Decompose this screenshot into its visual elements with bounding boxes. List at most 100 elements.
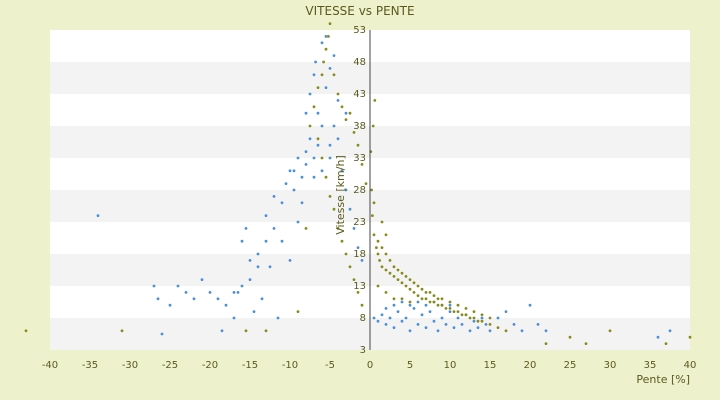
data-point-series-1 bbox=[292, 188, 296, 192]
y-tick-label: 18 bbox=[353, 249, 366, 260]
data-point-series-1 bbox=[316, 143, 320, 147]
data-point-series-1 bbox=[528, 303, 532, 307]
data-point-series-1 bbox=[232, 316, 236, 320]
data-point-series-2 bbox=[360, 163, 364, 166]
data-point-series-2 bbox=[664, 342, 668, 345]
data-point-series-1 bbox=[184, 291, 188, 294]
data-point-series-1 bbox=[436, 329, 440, 333]
chart-title: VITESSE vs PENTE bbox=[305, 4, 414, 18]
data-point-series-2 bbox=[336, 227, 340, 230]
data-point-series-1 bbox=[256, 265, 260, 269]
data-point-series-1 bbox=[248, 278, 252, 281]
data-point-series-2 bbox=[464, 313, 468, 317]
data-point-series-1 bbox=[404, 316, 408, 320]
y-tick-label: 53 bbox=[353, 25, 366, 36]
data-point-series-1 bbox=[280, 239, 284, 243]
data-point-series-2 bbox=[336, 92, 340, 96]
y-tick-label: 8 bbox=[360, 313, 366, 324]
data-point-series-1 bbox=[408, 303, 412, 307]
data-point-series-1 bbox=[336, 99, 340, 102]
data-point-series-2 bbox=[428, 300, 432, 304]
data-point-series-2 bbox=[384, 268, 388, 272]
data-point-series-1 bbox=[372, 316, 376, 320]
data-point-series-2 bbox=[440, 297, 444, 301]
y-tick-label: 48 bbox=[353, 57, 366, 68]
data-point-series-1 bbox=[412, 307, 416, 310]
data-point-series-2 bbox=[436, 297, 440, 301]
data-point-series-2 bbox=[472, 316, 476, 320]
y-tick-label: 13 bbox=[353, 281, 366, 292]
data-point-series-1 bbox=[276, 316, 280, 320]
x-tick-label: 5 bbox=[407, 360, 413, 371]
y-tick-label: 43 bbox=[353, 89, 366, 100]
data-point-series-1 bbox=[488, 329, 492, 333]
data-point-series-1 bbox=[380, 313, 384, 317]
data-point-series-2 bbox=[378, 259, 381, 262]
data-point-series-1 bbox=[396, 310, 400, 313]
data-point-series-2 bbox=[388, 271, 392, 275]
data-point-series-1 bbox=[200, 278, 204, 281]
data-point-series-2 bbox=[388, 259, 392, 262]
x-tick-label: -35 bbox=[82, 360, 98, 371]
data-point-series-1 bbox=[220, 329, 224, 333]
data-point-series-1 bbox=[428, 310, 432, 313]
data-point-series-2 bbox=[376, 252, 380, 256]
data-point-series-2 bbox=[320, 73, 324, 77]
data-point-series-1 bbox=[504, 310, 508, 313]
data-point-series-1 bbox=[264, 239, 268, 243]
data-point-series-2 bbox=[24, 329, 28, 333]
data-point-series-1 bbox=[176, 284, 180, 288]
data-point-series-2 bbox=[380, 220, 384, 224]
data-point-series-1 bbox=[248, 259, 252, 262]
data-point-series-2 bbox=[488, 323, 492, 326]
data-point-series-1 bbox=[456, 316, 460, 320]
data-point-series-1 bbox=[156, 297, 160, 301]
data-point-series-1 bbox=[312, 175, 316, 179]
data-point-series-2 bbox=[348, 265, 352, 269]
data-point-series-2 bbox=[480, 319, 484, 323]
data-point-series-2 bbox=[372, 201, 376, 205]
data-point-series-2 bbox=[384, 252, 388, 256]
data-point-series-1 bbox=[440, 316, 444, 320]
data-point-series-1 bbox=[328, 143, 332, 147]
x-tick-label: -25 bbox=[162, 360, 178, 371]
data-point-series-2 bbox=[408, 278, 412, 281]
data-point-series-1 bbox=[480, 316, 484, 320]
data-point-series-1 bbox=[356, 246, 360, 250]
data-point-series-1 bbox=[424, 303, 428, 307]
data-point-series-1 bbox=[252, 310, 256, 313]
data-point-series-1 bbox=[448, 310, 452, 313]
data-point-series-1 bbox=[292, 169, 296, 173]
x-axis-label: Pente [%] bbox=[636, 373, 690, 386]
data-point-series-2 bbox=[408, 287, 412, 291]
data-point-series-2 bbox=[460, 313, 464, 317]
data-point-series-1 bbox=[216, 297, 220, 301]
data-point-series-2 bbox=[244, 329, 248, 333]
data-point-series-2 bbox=[324, 47, 328, 51]
data-point-series-2 bbox=[436, 303, 440, 307]
data-point-series-2 bbox=[328, 195, 332, 198]
data-point-series-2 bbox=[324, 175, 328, 179]
data-point-series-2 bbox=[396, 278, 400, 281]
data-point-series-1 bbox=[420, 313, 424, 317]
data-point-series-2 bbox=[408, 300, 412, 304]
data-point-series-1 bbox=[296, 156, 300, 160]
data-point-series-1 bbox=[468, 329, 472, 333]
data-point-series-2 bbox=[340, 105, 344, 109]
data-point-series-2 bbox=[322, 60, 325, 64]
x-tick-label: 10 bbox=[444, 360, 457, 371]
y-tick-label: 33 bbox=[353, 153, 366, 164]
data-point-series-1 bbox=[312, 73, 316, 77]
data-point-series-2 bbox=[544, 342, 548, 345]
data-point-series-2 bbox=[432, 294, 436, 297]
data-point-series-1 bbox=[336, 137, 340, 141]
data-point-series-1 bbox=[304, 111, 308, 115]
data-point-series-2 bbox=[448, 300, 452, 304]
x-tick-label: 20 bbox=[524, 360, 537, 371]
data-point-series-1 bbox=[544, 329, 548, 333]
data-point-series-2 bbox=[371, 214, 374, 218]
data-point-series-1 bbox=[316, 111, 320, 115]
data-point-series-1 bbox=[344, 111, 348, 115]
data-point-series-2 bbox=[364, 182, 368, 186]
